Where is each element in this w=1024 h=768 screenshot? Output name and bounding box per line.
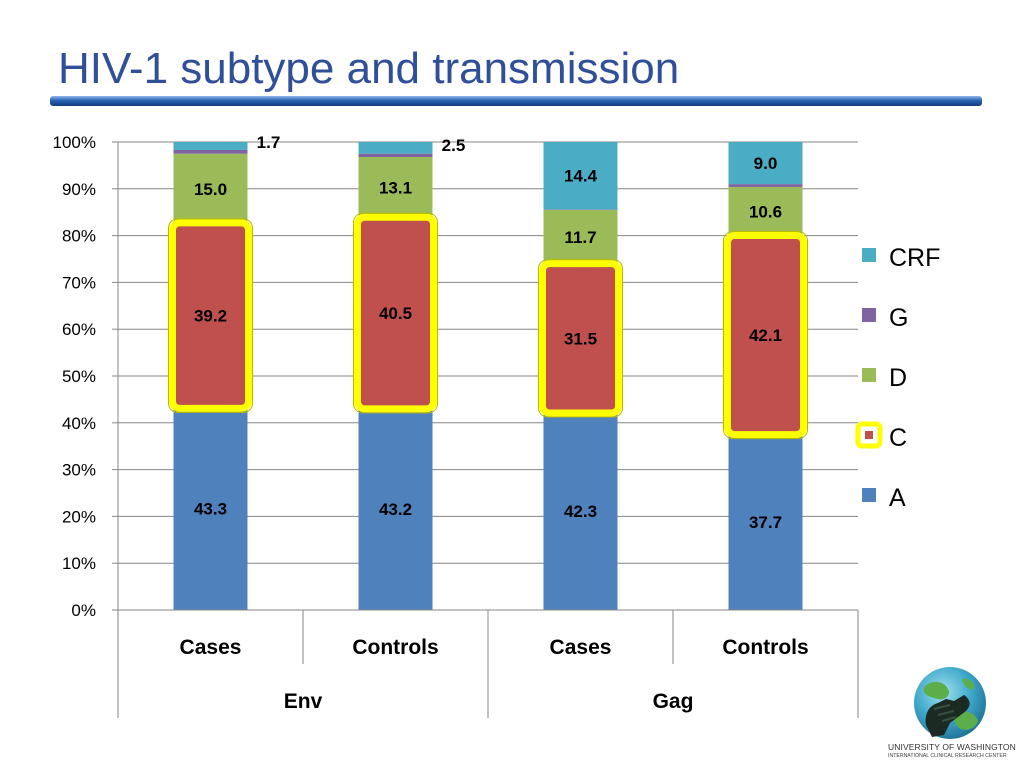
slide-title: HIV-1 subtype and transmission	[58, 44, 680, 93]
y-tick-label: 20%	[62, 507, 96, 526]
highlight-box-c	[724, 232, 807, 439]
y-axis-ticks: 0% 10% 20% 30% 40% 50% 60% 70% 80% 90% 100%	[53, 133, 119, 620]
data-label-c: 39.2	[194, 307, 227, 326]
data-label-c: 40.5	[379, 304, 412, 323]
department-name: INTERNATIONAL CLINICAL RESEARCH CENTER	[888, 753, 1007, 759]
data-label-d: 15.0	[194, 180, 227, 199]
bar-segment-g	[173, 149, 248, 154]
title-underline	[50, 96, 982, 106]
y-tick-label: 60%	[62, 320, 96, 339]
bar-segment-a	[728, 433, 803, 610]
highlight-box-edge	[723, 231, 808, 440]
x-group-label: Gag	[653, 690, 694, 713]
y-tick-label: 10%	[62, 554, 96, 573]
legend-label: D	[889, 364, 907, 392]
y-tick-label: 50%	[62, 367, 96, 386]
data-label-crf: 9.0	[754, 154, 778, 173]
x-category-label: Cases	[180, 636, 242, 659]
legend-swatch-a	[862, 488, 876, 502]
data-label-c: 42.1	[749, 326, 782, 345]
bar-segment-c	[173, 223, 248, 408]
data-label-d: 13.1	[379, 179, 412, 198]
institution-name: UNIVERSITY OF WASHINGTON	[888, 742, 1016, 752]
bar-segment-a	[173, 407, 248, 610]
bar-segment-c	[543, 264, 618, 413]
data-label-a: 43.3	[194, 500, 227, 519]
x-category-label: Controls	[722, 636, 808, 659]
highlight-box-edge	[168, 218, 253, 413]
legend: CRF G D C A	[855, 244, 940, 512]
highlight-boxes	[168, 212, 808, 440]
bar-segment-g	[358, 153, 433, 157]
data-label-crf: 14.4	[564, 167, 598, 186]
x-category-label: Cases	[550, 636, 612, 659]
data-label-d: 10.6	[749, 203, 782, 222]
bar-segment-crf	[358, 142, 433, 154]
highlight-box-edge	[538, 259, 623, 418]
highlight-box-c	[169, 219, 252, 412]
y-tick-label: 90%	[62, 180, 96, 199]
legend-swatch-d	[862, 368, 876, 382]
data-label-a: 42.3	[564, 502, 597, 521]
x-category-label: Controls	[352, 636, 438, 659]
y-tick-label: 0%	[71, 601, 96, 620]
x-group-label: Env	[284, 690, 323, 713]
data-label-a: 43.2	[379, 500, 412, 519]
bar-segment-d	[543, 209, 618, 265]
y-tick-label: 30%	[62, 461, 96, 480]
bars	[173, 142, 803, 610]
bar-segment-g	[728, 184, 803, 187]
handshake-globe-icon	[914, 667, 986, 739]
data-label-crf: 1.7	[257, 133, 281, 152]
bar-segment-crf	[173, 142, 248, 150]
bar-segment-crf	[543, 142, 618, 210]
bar-segment-a	[358, 407, 433, 610]
highlight-box-c	[354, 213, 437, 413]
uw-logo	[904, 665, 994, 741]
data-label-a: 37.7	[749, 513, 782, 532]
y-tick-label: 80%	[62, 227, 96, 246]
highlight-box-edge	[353, 212, 438, 414]
legend-label: C	[889, 424, 907, 452]
bar-segment-d	[728, 186, 803, 237]
legend-swatch-c	[865, 431, 873, 439]
data-label-c: 31.5	[564, 329, 597, 348]
y-tick-label: 40%	[62, 414, 96, 433]
data-label-d: 11.7	[564, 228, 596, 247]
legend-swatch-g	[862, 308, 876, 322]
legend-swatch-crf	[862, 248, 876, 262]
data-label-crf: 2.5	[442, 136, 466, 155]
bar-segment-c	[358, 218, 433, 408]
legend-label: A	[889, 484, 906, 512]
x-axis: Cases Controls Cases Controls Env Gag	[117, 609, 859, 718]
y-tick-label: 70%	[62, 273, 96, 292]
bar-segment-d	[173, 153, 248, 224]
highlight-box-c	[539, 260, 622, 417]
data-labels: 43.3 39.2 15.0 1.7 43.2 40.5 13.1 2.5 42.3 31.5 11…	[194, 133, 782, 532]
legend-label: G	[889, 304, 908, 332]
legend-label: CRF	[889, 244, 940, 272]
bar-segment-a	[543, 412, 618, 610]
bar-segment-crf	[728, 142, 803, 185]
bar-segment-d	[358, 156, 433, 219]
y-tick-label: 100%	[53, 133, 96, 152]
bar-segment-c	[728, 236, 803, 434]
